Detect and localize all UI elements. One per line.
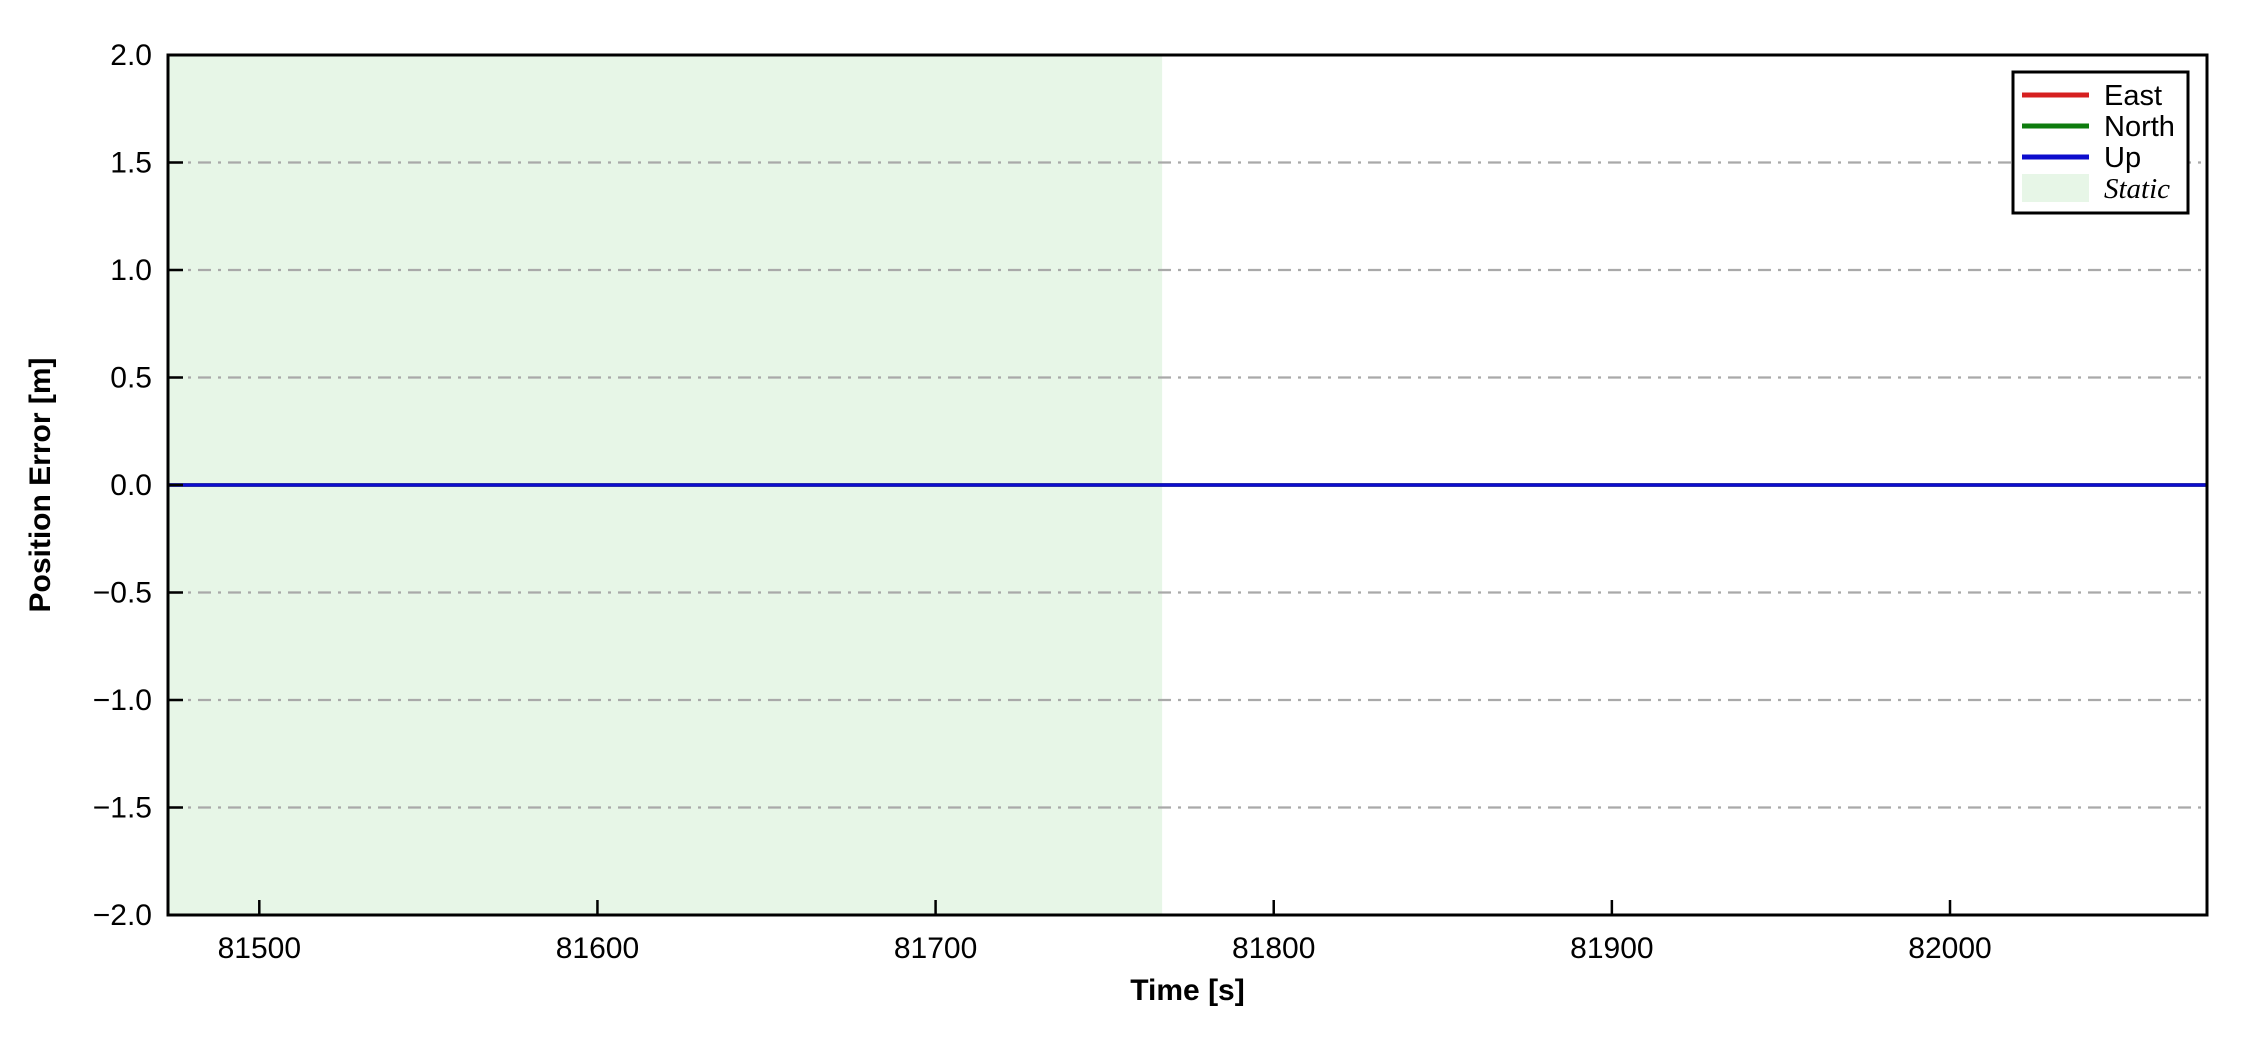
y-tick-label: 1.5 bbox=[110, 147, 152, 180]
legend-label: East bbox=[2104, 80, 2162, 112]
x-tick-label: 81500 bbox=[218, 932, 301, 965]
legend-patch-sample bbox=[2022, 174, 2089, 202]
y-tick-label: 1.0 bbox=[110, 254, 152, 287]
y-tick-label: −0.5 bbox=[93, 577, 152, 610]
x-tick-label: 82000 bbox=[1908, 932, 1991, 965]
x-tick-label: 81800 bbox=[1232, 932, 1315, 965]
y-tick-label: −2.0 bbox=[93, 899, 152, 932]
legend-label: Static bbox=[2104, 173, 2170, 205]
x-tick-label: 81600 bbox=[556, 932, 639, 965]
y-axis-label: Position Error [m] bbox=[24, 357, 57, 612]
y-tick-label: 2.0 bbox=[110, 39, 152, 72]
legend-entry-up: Up bbox=[2022, 142, 2141, 174]
y-tick-label: 0.0 bbox=[110, 469, 152, 502]
legend-label: North bbox=[2104, 111, 2175, 143]
x-axis-label: Time [s] bbox=[1130, 974, 1244, 1007]
y-tick-label: −1.0 bbox=[93, 684, 152, 717]
y-tick-label: 0.5 bbox=[110, 362, 152, 395]
x-tick-label: 81900 bbox=[1570, 932, 1653, 965]
legend-entry-north: North bbox=[2022, 111, 2175, 143]
y-tick-label: −1.5 bbox=[93, 792, 152, 825]
legend-entry-east: East bbox=[2022, 80, 2162, 112]
legend-label: Up bbox=[2104, 142, 2141, 174]
x-tick-label: 81700 bbox=[894, 932, 977, 965]
legend-entry-static: Static bbox=[2022, 173, 2170, 205]
